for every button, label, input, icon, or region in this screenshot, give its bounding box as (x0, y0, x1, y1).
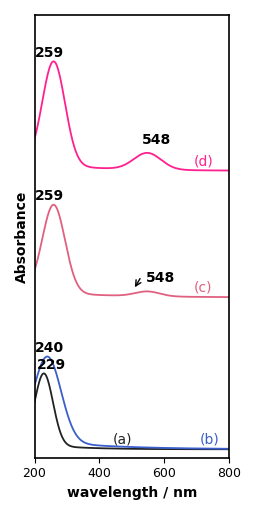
Text: 240: 240 (35, 341, 64, 355)
Text: 259: 259 (35, 46, 64, 60)
Text: (c): (c) (193, 281, 212, 295)
Text: (b): (b) (200, 433, 220, 447)
Text: 259: 259 (35, 189, 64, 203)
Text: (a): (a) (112, 433, 132, 447)
Text: 548: 548 (142, 132, 171, 147)
X-axis label: wavelength / nm: wavelength / nm (67, 486, 197, 500)
Text: 548: 548 (146, 271, 176, 285)
Text: (d): (d) (193, 154, 213, 168)
Y-axis label: Absorbance: Absorbance (15, 190, 29, 283)
Text: 229: 229 (37, 358, 66, 372)
